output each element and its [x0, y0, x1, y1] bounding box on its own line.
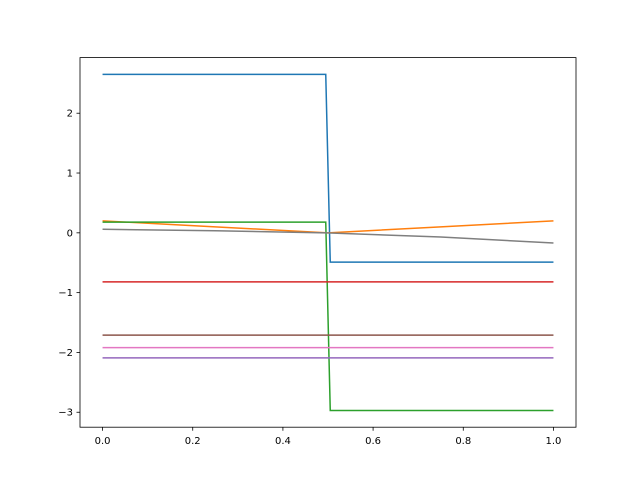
y-tick-label: −1 [58, 288, 73, 299]
y-tick-label: −2 [58, 348, 73, 359]
x-tick-label: 0.0 [95, 436, 111, 447]
series-line [102, 73, 554, 263]
y-tick-label: 0 [67, 228, 73, 239]
plot-frame [79, 57, 577, 428]
x-tick-label: 0.6 [365, 436, 381, 447]
x-tick-label: 1.0 [546, 436, 562, 447]
y-tick-label: 2 [67, 109, 73, 120]
y-tick-label: −3 [58, 408, 73, 419]
x-tick-label: 0.2 [185, 436, 201, 447]
y-tick-label: 1 [67, 169, 73, 180]
x-tick-label: 0.4 [275, 436, 291, 447]
series-line [102, 228, 554, 244]
series-line [102, 221, 554, 412]
x-tick-label: 0.8 [455, 436, 471, 447]
